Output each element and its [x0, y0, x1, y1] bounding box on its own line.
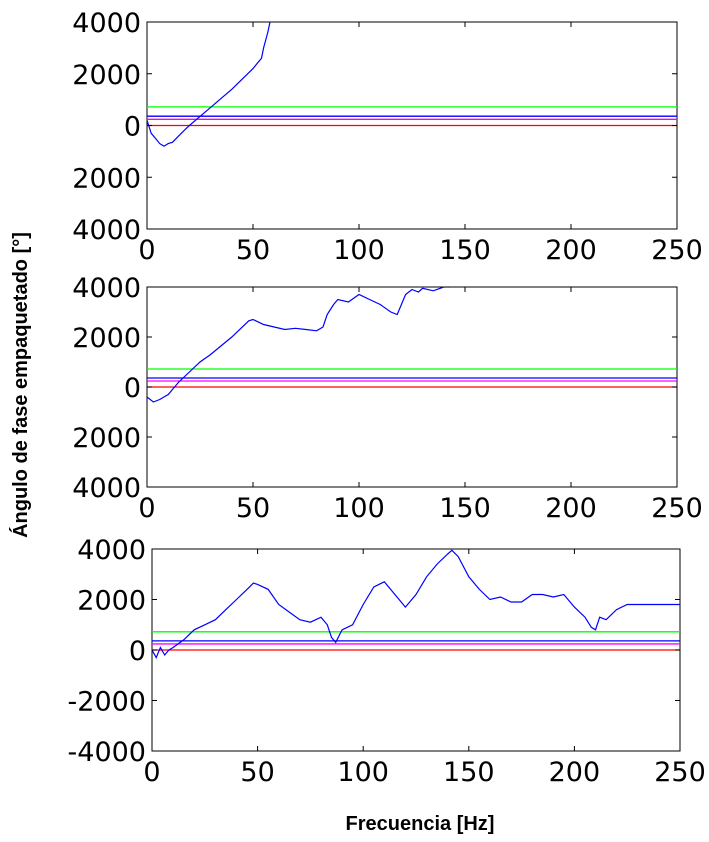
x-tick-label: 100	[333, 493, 385, 524]
x-tick-label: 250	[651, 235, 703, 266]
y-tick-label: 0	[129, 636, 146, 667]
subplot-2: 0 50 100 150 200 250 4000 2000 0 2000 4000	[72, 273, 702, 524]
subplot-3: 0 50 100 150 200 250 4000 2000 0 -2000 -4000	[68, 535, 706, 788]
y-tick-label: -4000	[68, 737, 146, 768]
y-tick-label: 4000	[72, 8, 141, 39]
series-line	[147, 287, 451, 403]
x-tick-label: 200	[545, 493, 597, 524]
y-tick-label: 4000	[77, 535, 146, 566]
x-tick-label: 200	[549, 757, 601, 788]
x-tick-label: 50	[240, 757, 274, 788]
y-tick-label: 2000	[77, 586, 146, 617]
y-axis-label: Ángulo de fase empaquetado [°]	[9, 232, 32, 538]
y-tick-label: 4000	[72, 273, 141, 304]
x-tick-label: 150	[443, 757, 495, 788]
x-axis-label: Frecuencia [Hz]	[346, 813, 495, 835]
y-tick-label: -2000	[68, 687, 146, 718]
y-tick-label: 2000	[72, 423, 141, 454]
y-tick-label: 0	[124, 112, 141, 143]
y-tick-label: 0	[124, 373, 141, 404]
x-tick-label: 50	[236, 493, 270, 524]
series-line	[152, 549, 680, 659]
x-tick-label: 150	[439, 493, 491, 524]
x-tick-label: 0	[138, 235, 155, 266]
y-tick-label: 2000	[72, 60, 141, 91]
x-tick-label: 150	[439, 235, 491, 266]
y-tick-label: 2000	[72, 163, 141, 194]
x-tick-label: 0	[143, 757, 160, 788]
x-tick-label: 250	[651, 493, 703, 524]
x-tick-label: 100	[337, 757, 389, 788]
x-tick-label: 250	[654, 757, 706, 788]
y-tick-label: 2000	[72, 323, 141, 354]
series-line	[147, 22, 271, 147]
x-tick-label: 50	[236, 235, 270, 266]
subplot-1: 0 50 100 150 200 250 4000 2000 0 2000 4000	[72, 8, 702, 266]
x-tick-label: 100	[333, 235, 385, 266]
y-tick-label: 4000	[72, 215, 141, 246]
x-tick-label: 0	[138, 493, 155, 524]
x-tick-label: 200	[545, 235, 597, 266]
y-tick-label: 4000	[72, 473, 141, 504]
